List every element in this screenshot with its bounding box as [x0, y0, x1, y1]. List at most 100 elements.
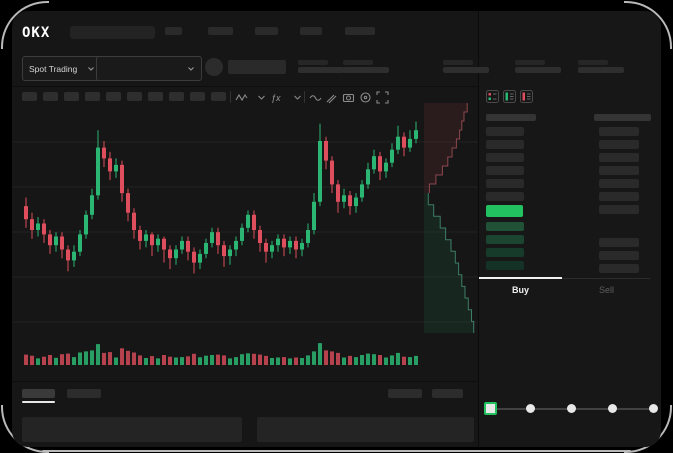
candlestick-volume-chart[interactable] — [12, 108, 478, 370]
draw-tool-icon[interactable] — [325, 91, 338, 104]
volume-bar — [366, 353, 370, 365]
volume-bar — [24, 354, 28, 365]
settings-icon[interactable] — [359, 91, 372, 104]
candle-body — [168, 249, 172, 259]
timeframe-button[interactable] — [106, 92, 121, 101]
candle-body — [216, 232, 220, 246]
ask-amount-row — [599, 192, 639, 201]
bid-amount-row — [599, 264, 639, 273]
volume-bar — [144, 358, 148, 365]
bid-amount-row — [599, 238, 639, 247]
candle-body — [90, 195, 94, 215]
ticker-stat-label — [443, 60, 473, 65]
candle-body — [84, 214, 88, 235]
candle-body — [66, 249, 70, 261]
volume-bar — [258, 354, 262, 365]
ask-amount-row — [599, 127, 639, 136]
book-bids-view-icon[interactable] — [503, 90, 516, 103]
orders-tab-active[interactable] — [22, 389, 55, 398]
bid-price-row — [486, 222, 524, 231]
last-price-bar[interactable] — [486, 205, 523, 217]
candle-body — [288, 240, 292, 248]
volume-bar — [66, 353, 70, 365]
orders-tab[interactable] — [67, 389, 101, 398]
orders-action-button[interactable] — [432, 389, 463, 398]
chevron-down-icon — [88, 66, 94, 71]
timeframe-button[interactable] — [85, 92, 100, 101]
chevron-down-icon[interactable] — [255, 91, 268, 104]
screenshot-icon[interactable] — [342, 91, 355, 104]
global-search-bar[interactable] — [70, 26, 155, 39]
slider-stop-dot[interactable] — [526, 404, 535, 413]
ticker-stat-label — [343, 60, 373, 65]
candle-body — [342, 195, 346, 202]
volume-bar — [186, 356, 190, 365]
candle-body — [360, 184, 364, 198]
candle-body — [120, 164, 124, 194]
slider-stop-dot[interactable] — [567, 404, 576, 413]
coin-icon — [205, 58, 223, 76]
volume-bar — [324, 350, 328, 365]
line-tool-icon[interactable] — [309, 91, 322, 104]
market-type-label: Spot Trading — [29, 63, 78, 74]
book-asks-view-icon[interactable] — [520, 90, 533, 103]
volume-bar — [48, 355, 52, 365]
candle-body — [414, 130, 418, 139]
volume-bar — [228, 358, 232, 365]
volume-bar — [318, 343, 322, 365]
app-screen: OKX Spot Trading Buy Sell ƒx — [12, 11, 661, 447]
ask-price-row — [486, 192, 524, 201]
candle-body — [366, 169, 370, 185]
timeframe-button[interactable] — [211, 92, 226, 101]
timeframe-button[interactable] — [169, 92, 184, 101]
candle-body — [318, 141, 322, 202]
volume-bar — [306, 355, 310, 365]
tab-divider — [562, 278, 650, 279]
book-combined-view-icon[interactable] — [486, 90, 499, 103]
sell-tab[interactable]: Sell — [598, 285, 614, 295]
ask-amount-row — [599, 179, 639, 188]
nav-item[interactable] — [255, 27, 278, 35]
volume-bar — [408, 357, 412, 365]
volume-bar — [120, 348, 124, 365]
candle-body — [180, 240, 184, 250]
indicators-icon[interactable]: ƒx — [270, 91, 283, 104]
volume-bar — [246, 353, 250, 365]
slider-stop-dot[interactable] — [608, 404, 617, 413]
nav-item[interactable] — [208, 27, 233, 35]
candle-body — [96, 147, 100, 196]
timeframe-button[interactable] — [43, 92, 58, 101]
fullscreen-icon[interactable] — [376, 91, 389, 104]
nav-item[interactable] — [345, 27, 375, 35]
candle-body — [378, 156, 382, 172]
chart-type-icon[interactable] — [235, 91, 248, 104]
volume-bar — [252, 353, 256, 365]
slider-handle[interactable] — [484, 402, 497, 415]
candle-body — [210, 232, 214, 243]
timeframe-button[interactable] — [22, 92, 37, 101]
nav-item[interactable] — [165, 27, 182, 35]
candle-body — [252, 214, 256, 230]
volume-bar — [198, 357, 202, 365]
candle-body — [150, 234, 154, 246]
pair-dropdown[interactable] — [96, 56, 202, 81]
timeframe-button[interactable] — [148, 92, 163, 101]
candle-body — [78, 234, 82, 252]
buy-tab[interactable]: Buy — [511, 285, 529, 295]
orders-action-button[interactable] — [388, 389, 422, 398]
candle-body — [186, 240, 190, 252]
timeframe-button[interactable] — [190, 92, 205, 101]
slider-stop-dot[interactable] — [649, 404, 658, 413]
timeframe-button[interactable] — [64, 92, 79, 101]
candle-body — [138, 230, 142, 241]
volume-bar — [138, 355, 142, 365]
volume-bar — [402, 356, 406, 365]
market-type-dropdown[interactable]: Spot Trading — [22, 56, 102, 81]
chevron-down-icon[interactable] — [291, 91, 304, 104]
candle-body — [390, 149, 394, 163]
volume-bar — [270, 358, 274, 365]
candle-body — [258, 230, 262, 243]
timeframe-button[interactable] — [127, 92, 142, 101]
candle-body — [408, 138, 412, 148]
nav-item[interactable] — [300, 27, 322, 35]
